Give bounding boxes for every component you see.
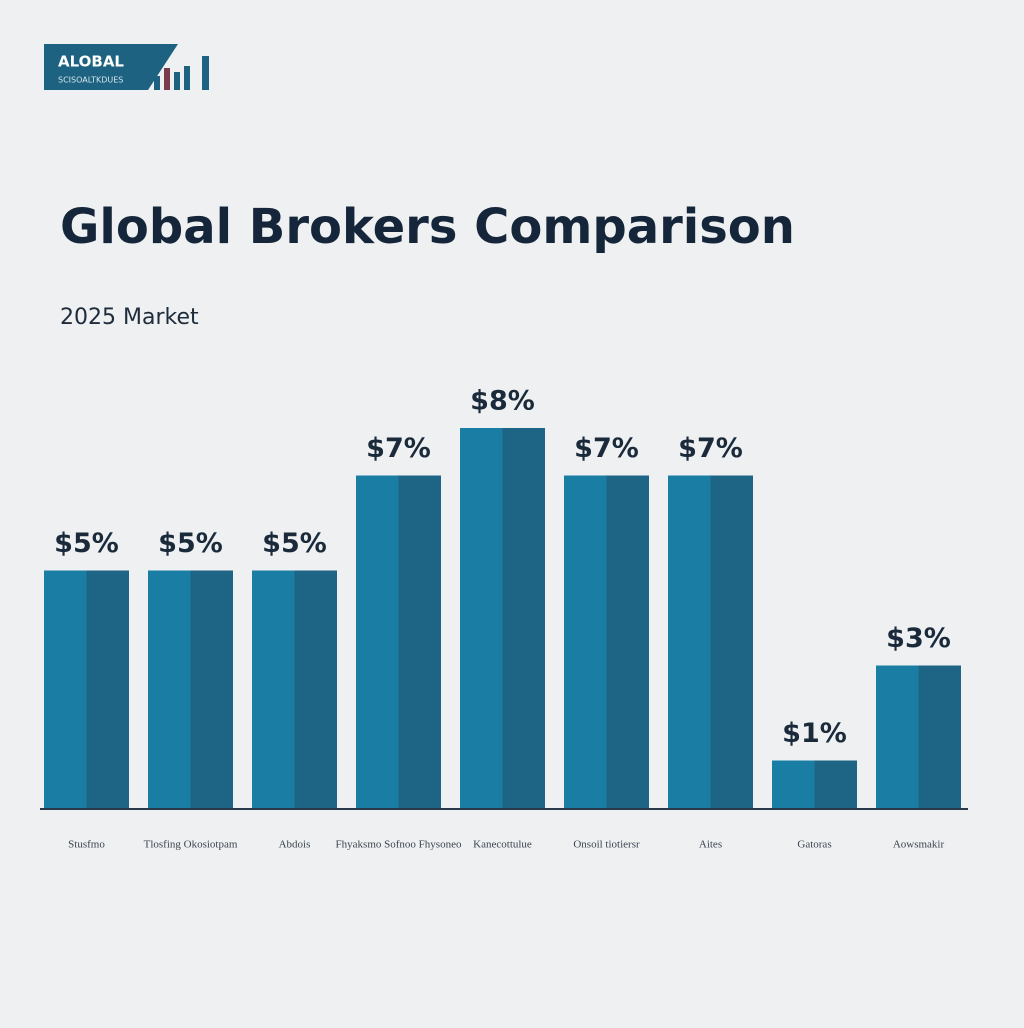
value-label: $5% bbox=[262, 528, 327, 559]
x-tick-label: Abdois bbox=[279, 839, 311, 851]
x-tick-label: Onsoil tiotiersr bbox=[573, 839, 640, 851]
logo-title: ALOBAL bbox=[58, 53, 124, 71]
x-tick-label: Gatoras bbox=[797, 839, 831, 851]
x-tick-label: Kanecottulue bbox=[473, 839, 532, 851]
bar-shade bbox=[502, 428, 545, 808]
value-label: $5% bbox=[54, 528, 119, 559]
logo-icon bbox=[174, 72, 180, 90]
logo-icon bbox=[154, 76, 160, 90]
value-label: $7% bbox=[574, 433, 639, 464]
logo-icon bbox=[184, 66, 190, 90]
bar-shade bbox=[294, 570, 337, 808]
x-tick-label: Tlosfing Okosiotpam bbox=[144, 839, 238, 851]
value-label: $7% bbox=[366, 433, 431, 464]
bar-shade bbox=[814, 760, 857, 808]
x-tick-label: Aowsmakir bbox=[893, 839, 945, 851]
value-label: $7% bbox=[678, 433, 743, 464]
logo-badge bbox=[44, 44, 178, 90]
bar-shade bbox=[398, 475, 441, 808]
x-tick-label: Aites bbox=[699, 839, 722, 851]
x-tick-label: Fhyaksmo Sofnoo Fhysoneo bbox=[336, 839, 462, 851]
value-label: $5% bbox=[158, 528, 223, 559]
logo-icon bbox=[164, 68, 170, 90]
bar-shade bbox=[86, 570, 129, 808]
logo-icon bbox=[202, 56, 209, 90]
logo: ALOBAL SCISOALTKDUES bbox=[44, 44, 209, 90]
x-tick-label: Stusfmo bbox=[68, 839, 105, 851]
value-label: $1% bbox=[782, 718, 847, 749]
value-label: $3% bbox=[886, 623, 951, 654]
bar-shade bbox=[606, 475, 649, 808]
bar-shade bbox=[190, 570, 233, 808]
logo-subtitle: SCISOALTKDUES bbox=[58, 76, 123, 85]
chart-subtitle: 2025 Market bbox=[60, 305, 199, 330]
chart-title: Global Brokers Comparison bbox=[60, 199, 795, 255]
bar-shade bbox=[710, 475, 753, 808]
value-label: $8% bbox=[470, 386, 535, 417]
bar-shade bbox=[918, 665, 961, 808]
